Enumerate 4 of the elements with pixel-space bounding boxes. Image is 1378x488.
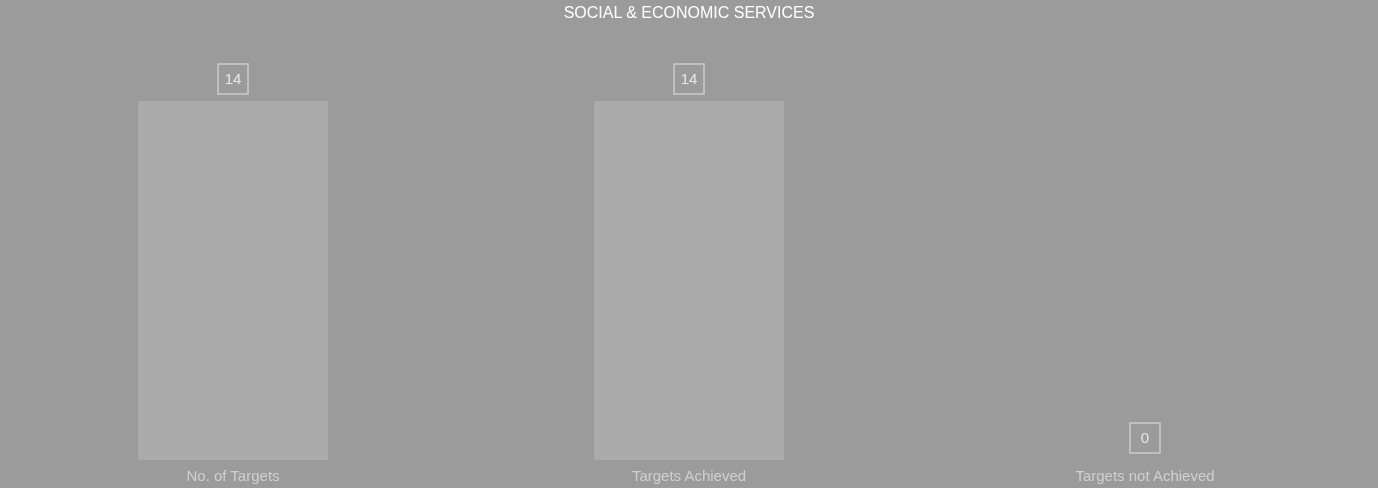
data-label: 14 bbox=[680, 70, 698, 87]
data-label: 0 bbox=[1140, 429, 1150, 446]
chart-title: SOCIAL & ECONOMIC SERVICES bbox=[563, 4, 815, 21]
data-label: 14 bbox=[224, 70, 242, 87]
